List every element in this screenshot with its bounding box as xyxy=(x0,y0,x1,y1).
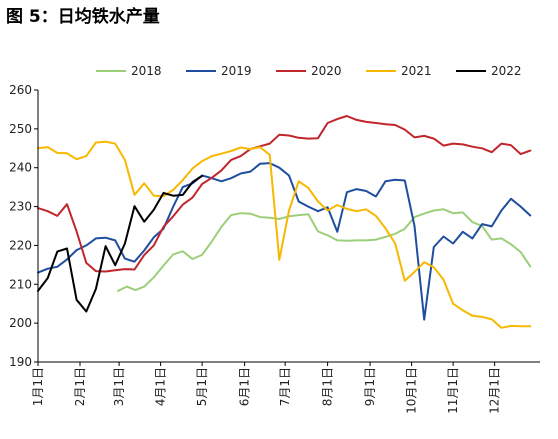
series-line-2020 xyxy=(37,115,532,273)
x-tick-label: 10月1日 xyxy=(405,367,419,414)
legend-item-2019: 2019 xyxy=(186,64,252,78)
legend-label: 2020 xyxy=(311,64,342,78)
legend-item-2022: 2022 xyxy=(456,64,522,78)
y-tick-label: 230 xyxy=(9,200,32,214)
x-tick-label: 6月1日 xyxy=(238,367,252,406)
x-tick-label: 8月1日 xyxy=(321,367,335,406)
y-tick-label: 250 xyxy=(9,122,32,136)
legend-label: 2021 xyxy=(401,64,432,78)
y-tick-label: 200 xyxy=(9,316,32,330)
y-tick-label: 260 xyxy=(9,83,32,97)
y-tick-label: 220 xyxy=(9,238,32,252)
axes: 190 200 210 220 230 240 250 260 1月1日 2月1日 3月1日 4月1日… xyxy=(9,83,540,414)
series-line-2021 xyxy=(37,140,532,329)
x-tick-label: 12月1日 xyxy=(488,367,502,414)
x-tick-label: 11月1日 xyxy=(446,367,460,414)
series-line-2019 xyxy=(37,162,532,321)
legend-item-2018: 2018 xyxy=(96,64,162,78)
series-line-2018 xyxy=(117,208,532,292)
legend-item-2021: 2021 xyxy=(366,64,432,78)
legend-label: 2018 xyxy=(131,64,162,78)
plot-area xyxy=(37,115,532,329)
legend: 2018 2019 2020 2021 2022 xyxy=(96,64,522,78)
x-tick-label: 3月1日 xyxy=(112,367,126,406)
x-tick-label: 7月1日 xyxy=(278,367,292,406)
y-tick-label: 190 xyxy=(9,355,32,369)
legend-label: 2022 xyxy=(491,64,522,78)
x-tick-label: 4月1日 xyxy=(154,367,168,406)
x-tick-label: 1月1日 xyxy=(31,367,45,406)
y-tick-label: 210 xyxy=(9,277,32,291)
series-line-2022 xyxy=(37,174,204,313)
legend-label: 2019 xyxy=(221,64,252,78)
legend-item-2020: 2020 xyxy=(276,64,342,78)
y-tick-label: 240 xyxy=(9,161,32,175)
figure-title: 图 5：日均铁水产量 xyxy=(6,6,160,27)
x-tick-label: 9月1日 xyxy=(363,367,377,406)
x-tick-label: 2月1日 xyxy=(73,367,87,406)
x-tick-label: 5月1日 xyxy=(195,367,209,406)
